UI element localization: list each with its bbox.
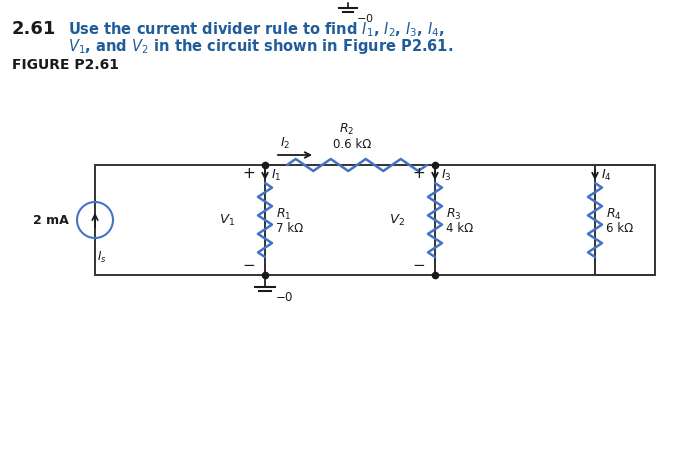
Text: +: + [243,166,256,180]
Text: $-$0: $-$0 [275,291,293,304]
Text: $I_1$: $I_1$ [271,167,281,183]
Text: $R_4$: $R_4$ [606,207,622,221]
Text: Use the current divider rule to find $I_1$, $I_2$, $I_3$, $I_4$,: Use the current divider rule to find $I_… [68,20,445,39]
Text: FIGURE P2.61: FIGURE P2.61 [12,58,119,72]
Text: $I_s$: $I_s$ [97,250,106,265]
Text: $I_2$: $I_2$ [280,135,290,151]
Text: 2.61: 2.61 [12,20,57,38]
Text: 6 kΩ: 6 kΩ [606,222,634,235]
Text: $R_2$: $R_2$ [340,122,355,137]
Text: $R_3$: $R_3$ [446,207,461,221]
Text: $I_3$: $I_3$ [441,167,452,183]
Text: $V_1$, and $V_2$ in the circuit shown in Figure P2.61.: $V_1$, and $V_2$ in the circuit shown in… [68,37,453,56]
Text: −: − [243,257,256,273]
Text: $V_1$: $V_1$ [219,212,235,228]
Text: 7 kΩ: 7 kΩ [276,222,303,235]
Text: $-$0: $-$0 [356,12,374,24]
Text: 0.6 kΩ: 0.6 kΩ [332,138,371,151]
Text: −: − [412,257,426,273]
Text: $I_4$: $I_4$ [601,167,612,183]
Text: 2 mA: 2 mA [34,213,69,226]
Text: $V_2$: $V_2$ [389,212,405,228]
Text: 4 kΩ: 4 kΩ [446,222,473,235]
Text: $R_1$: $R_1$ [276,207,291,221]
Text: +: + [412,166,426,180]
